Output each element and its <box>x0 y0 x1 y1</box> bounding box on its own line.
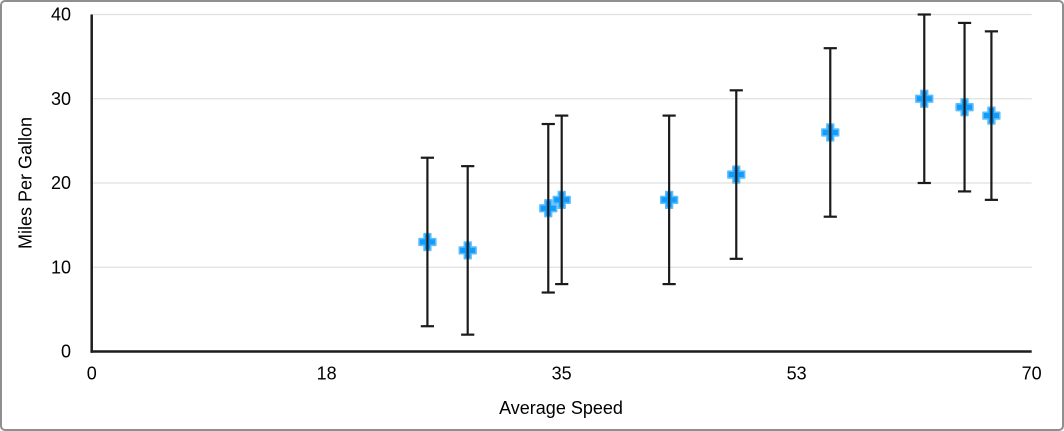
x-tick-label-18: 18 <box>317 364 337 384</box>
y-tick-label-40: 40 <box>51 5 71 25</box>
x-tick-label-53: 53 <box>787 364 807 384</box>
y-tick-label-30: 30 <box>51 89 71 109</box>
x-tick-label-35: 35 <box>552 364 572 384</box>
y-tick-label-0: 0 <box>61 342 71 362</box>
y-tick-label-20: 20 <box>51 173 71 193</box>
y-tick-label-10: 10 <box>51 257 71 277</box>
x-axis-title: Average Speed <box>499 398 623 418</box>
x-tick-label-0: 0 <box>87 364 97 384</box>
y-axis-title: Miles Per Gallon <box>15 116 36 250</box>
x-tick-label-70: 70 <box>1022 364 1042 384</box>
